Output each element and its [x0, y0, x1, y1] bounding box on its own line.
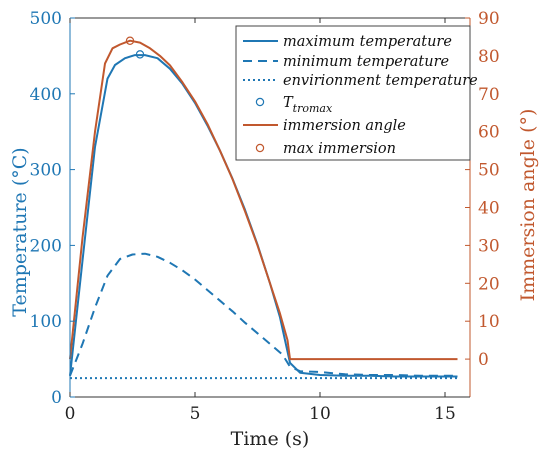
- legend-label: immersion angle: [283, 118, 406, 134]
- series-layer: [69, 39, 458, 380]
- left-tick-label: 100: [30, 312, 62, 332]
- legend: maximum temperature minimum temperature en…: [235, 25, 478, 161]
- x-tick-label: 10: [309, 404, 331, 424]
- left-tick-label: 200: [30, 236, 62, 256]
- right-tick-label: 20: [478, 274, 500, 294]
- marker-layer: [125, 36, 145, 59]
- x-tick-label: 15: [434, 404, 456, 424]
- legend-marker: [255, 143, 265, 153]
- right-tick-label: 60: [478, 123, 500, 143]
- right-tick-label: 80: [478, 47, 500, 67]
- x-tick-label: 0: [65, 404, 76, 424]
- right-tick-label: 10: [478, 312, 500, 332]
- legend-marker: [255, 97, 265, 107]
- marker-T: [135, 50, 145, 59]
- legend-label: envirionment temperature: [283, 73, 478, 89]
- x-tick-label: 5: [190, 404, 201, 424]
- legend-label: minimum temperature: [283, 54, 449, 70]
- left-y-axis-label: Temperature (°C): [9, 147, 31, 316]
- left-tick-label: 300: [30, 161, 62, 181]
- series-line-minimum-temperature: [69, 252, 458, 377]
- legend-label: maximum temperature: [283, 34, 452, 50]
- left-tick-label: 0: [51, 388, 62, 408]
- left-tick-label: 400: [30, 85, 62, 105]
- x-axis-label: Time (s): [231, 428, 310, 450]
- marker-max-immersion: [125, 36, 135, 45]
- series-line-immersion-angle: [69, 39, 458, 361]
- right-y-axis-label: Immersion angle (°): [517, 109, 539, 302]
- right-tick-label: 90: [478, 9, 500, 29]
- right-tick-label: 30: [478, 236, 500, 256]
- legend-box: [235, 25, 471, 161]
- right-tick-label: 50: [478, 161, 500, 181]
- right-tick-label: 40: [478, 199, 500, 219]
- legend-label: max immersion: [283, 141, 396, 157]
- right-tick-label: 0: [478, 350, 489, 370]
- axes-layer: 0 5 10 15 0 100 200 300 400 500 0 10 20 30 40 50 60 70 80 9…: [30, 9, 500, 424]
- right-tick-label: 70: [478, 85, 500, 105]
- left-tick-label: 500: [30, 9, 62, 29]
